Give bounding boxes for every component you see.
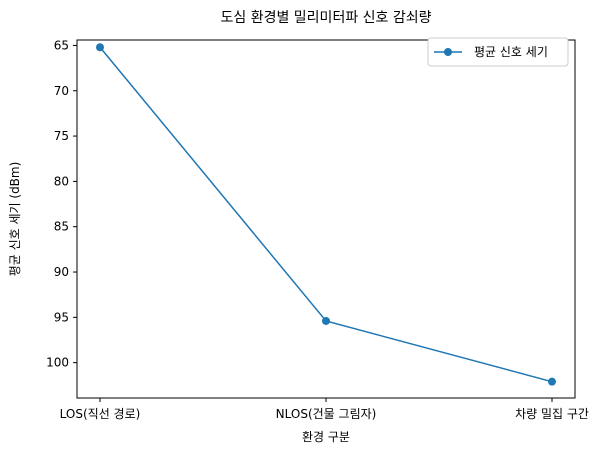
x-tick-label: NLOS(건물 그림자): [276, 407, 377, 421]
y-tick-label: 70: [54, 84, 69, 98]
legend: 평균 신호 세기: [427, 37, 569, 67]
x-axis-label: 환경 구분: [302, 430, 350, 444]
y-tick-label: 85: [54, 220, 69, 234]
plot-area: [76, 39, 576, 399]
data-point: [548, 377, 556, 386]
legend-marker: [444, 48, 452, 56]
data-point: [96, 43, 104, 52]
y-tick-label: 75: [54, 129, 69, 143]
x-tick-label: LOS(직선 경로): [60, 407, 141, 421]
series-layer: [96, 43, 556, 386]
chart-title: 도심 환경별 밀리미터파 신호 감쇠량: [221, 10, 432, 26]
data-point: [322, 316, 330, 325]
x-axis: LOS(직선 경로) NLOS(건물 그림자) 차량 밀집 구간: [60, 398, 589, 421]
legend-label: 평균 신호 세기: [474, 45, 548, 59]
y-axis-label: 평균 신호 세기 (dBm): [8, 162, 22, 277]
y-tick-label: 95: [54, 310, 69, 324]
y-tick-label: 65: [54, 38, 69, 52]
y-tick-label: 90: [54, 265, 69, 279]
y-tick-label: 100: [46, 356, 69, 370]
y-tick-label: 80: [54, 174, 69, 188]
y-axis: 65 70 75 80 85 90 95 100: [46, 38, 77, 370]
series-line: [99, 46, 553, 383]
legend-box: [427, 37, 569, 67]
x-tick-label: 차량 밀집 구간: [515, 407, 589, 421]
